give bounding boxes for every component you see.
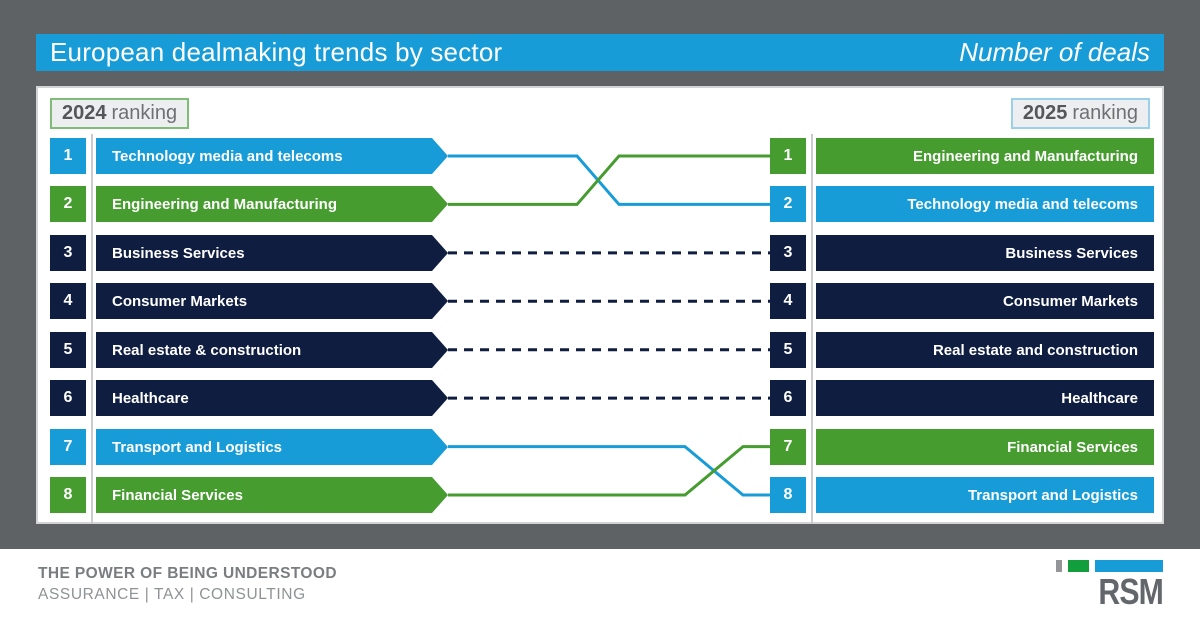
rank-row-right-7: 7 Financial Services bbox=[38, 429, 1162, 465]
ranking-word-right: ranking bbox=[1072, 102, 1138, 124]
sector-bar: Transport and Logistics bbox=[816, 477, 1154, 513]
rank-number: 3 bbox=[50, 235, 86, 271]
rank-row-left-3: 3 Business Services bbox=[38, 235, 1162, 271]
connector-8-to-7 bbox=[448, 445, 770, 497]
sector-bar: Real estate & construction bbox=[96, 332, 448, 368]
sector-bar: Consumer Markets bbox=[816, 283, 1154, 319]
logo-bar-gray bbox=[1056, 560, 1062, 572]
sector-bar: Business Services bbox=[816, 235, 1154, 271]
chart-panel: 2024 ranking 2025 ranking 1 Technology me… bbox=[36, 86, 1164, 524]
rank-row-left-1: 1 Technology media and telecoms bbox=[38, 138, 1162, 174]
rank-row-right-4: 4 Consumer Markets bbox=[38, 283, 1162, 319]
rank-row-right-6: 6 Healthcare bbox=[38, 380, 1162, 416]
rank-row-right-8: 8 Transport and Logistics bbox=[38, 477, 1162, 513]
rank-number: 6 bbox=[50, 380, 86, 416]
rank-row-right-5: 5 Real estate and construction bbox=[38, 332, 1162, 368]
rank-number: 4 bbox=[770, 283, 806, 319]
connector-2-to-1 bbox=[448, 154, 770, 206]
header-bar: European dealmaking trends by sector Num… bbox=[36, 34, 1164, 71]
rank-number: 1 bbox=[50, 138, 86, 174]
rank-number: 5 bbox=[50, 332, 86, 368]
rank-row-left-2: 2 Engineering and Manufacturing bbox=[38, 186, 1162, 222]
sector-bar: Technology media and telecoms bbox=[816, 186, 1154, 222]
sector-bar: Business Services bbox=[96, 235, 448, 271]
sector-bar: Transport and Logistics bbox=[96, 429, 448, 465]
ranking-2024-badge: 2024 ranking bbox=[50, 98, 190, 129]
rsm-logo: RSM bbox=[1056, 560, 1164, 612]
rank-row-right-1: 1 Engineering and Manufacturing bbox=[38, 138, 1162, 174]
page-title: European dealmaking trends by sector bbox=[50, 37, 503, 67]
rank-connector-lines bbox=[448, 154, 770, 497]
divider-left bbox=[91, 134, 93, 524]
rank-row-right-2: 2 Technology media and telecoms bbox=[38, 186, 1162, 222]
rsm-logo-bars-icon bbox=[1056, 560, 1163, 572]
rank-row-right-3: 3 Business Services bbox=[38, 235, 1162, 271]
year-2024-label: 2024 bbox=[62, 102, 107, 124]
services-text: ASSURANCE | TAX | CONSULTING bbox=[38, 586, 306, 603]
rank-number: 3 bbox=[770, 235, 806, 271]
header-subtitle: Number of deals bbox=[959, 37, 1150, 67]
rank-number: 7 bbox=[770, 429, 806, 465]
rank-row-left-4: 4 Consumer Markets bbox=[38, 283, 1162, 319]
rank-number: 8 bbox=[770, 477, 806, 513]
rsm-wordmark: RSM bbox=[1098, 571, 1164, 612]
rank-row-left-7: 7 Transport and Logistics bbox=[38, 429, 1162, 465]
logo-bar-green bbox=[1068, 560, 1089, 572]
sector-bar: Technology media and telecoms bbox=[96, 138, 448, 174]
sector-bar: Financial Services bbox=[816, 429, 1154, 465]
rank-row-left-5: 5 Real estate & construction bbox=[38, 332, 1162, 368]
sector-bar: Consumer Markets bbox=[96, 283, 448, 319]
year-2025-label: 2025 bbox=[1022, 102, 1068, 124]
sector-bar: Financial Services bbox=[96, 477, 448, 513]
rank-number: 2 bbox=[770, 186, 806, 222]
tagline-text: THE POWER OF BEING UNDERSTOOD bbox=[38, 565, 337, 582]
rank-number: 7 bbox=[50, 429, 86, 465]
rank-number: 6 bbox=[770, 380, 806, 416]
rank-row-left-8: 8 Financial Services bbox=[38, 477, 1162, 513]
rank-number: 5 bbox=[770, 332, 806, 368]
logo-bar-blue bbox=[1095, 560, 1163, 572]
rank-number: 4 bbox=[50, 283, 86, 319]
brand-tagline: THE POWER OF BEING UNDERSTOOD ASSURANCE … bbox=[38, 565, 337, 604]
sector-bar: Engineering and Manufacturing bbox=[96, 186, 448, 222]
sector-bar: Healthcare bbox=[816, 380, 1154, 416]
rank-number: 1 bbox=[770, 138, 806, 174]
rank-number: 8 bbox=[50, 477, 86, 513]
sector-bar: Engineering and Manufacturing bbox=[816, 138, 1154, 174]
divider-right bbox=[811, 134, 813, 524]
footer: THE POWER OF BEING UNDERSTOOD ASSURANCE … bbox=[0, 549, 1200, 627]
ranking-word-left: ranking bbox=[111, 102, 178, 124]
rank-number: 2 bbox=[50, 186, 86, 222]
sector-bar: Healthcare bbox=[96, 380, 448, 416]
sector-bar: Real estate and construction bbox=[816, 332, 1154, 368]
ranking-2025-badge: 2025 ranking bbox=[1010, 98, 1150, 129]
rank-row-left-6: 6 Healthcare bbox=[38, 380, 1162, 416]
